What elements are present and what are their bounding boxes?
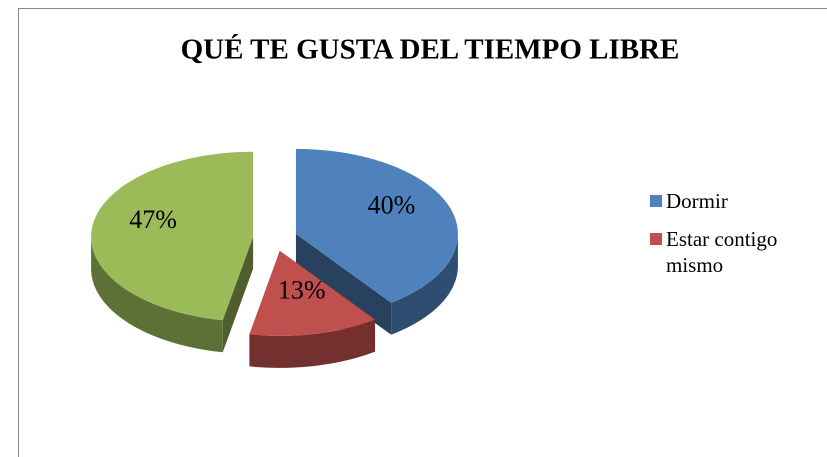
slice-wall [295,233,392,335]
slice [295,148,458,303]
legend-label: Estar contigo mismo [666,227,778,277]
legend-swatch [650,233,662,245]
slice-side [391,233,458,335]
chart-title: QUÉ TE GUSTA DEL TIEMPO LIBRE [181,33,680,66]
data-label: 13% [278,275,326,304]
legend-entry: Estar contigo mismo [650,226,810,278]
data-labels: 40% 13% 47% [129,191,415,305]
slice-wall [222,236,254,353]
legend-label: Dormir [666,189,728,213]
legend-swatch [650,195,662,207]
pie-tops [91,148,458,336]
legend: Dormir Estar contigo mismo [650,188,810,290]
slice [249,250,376,336]
data-label: 47% [129,205,177,234]
slice-side [91,236,223,353]
data-label: 40% [368,191,416,220]
slice-side [249,319,376,368]
legend-entry: Dormir [650,188,810,214]
slice [91,151,254,321]
